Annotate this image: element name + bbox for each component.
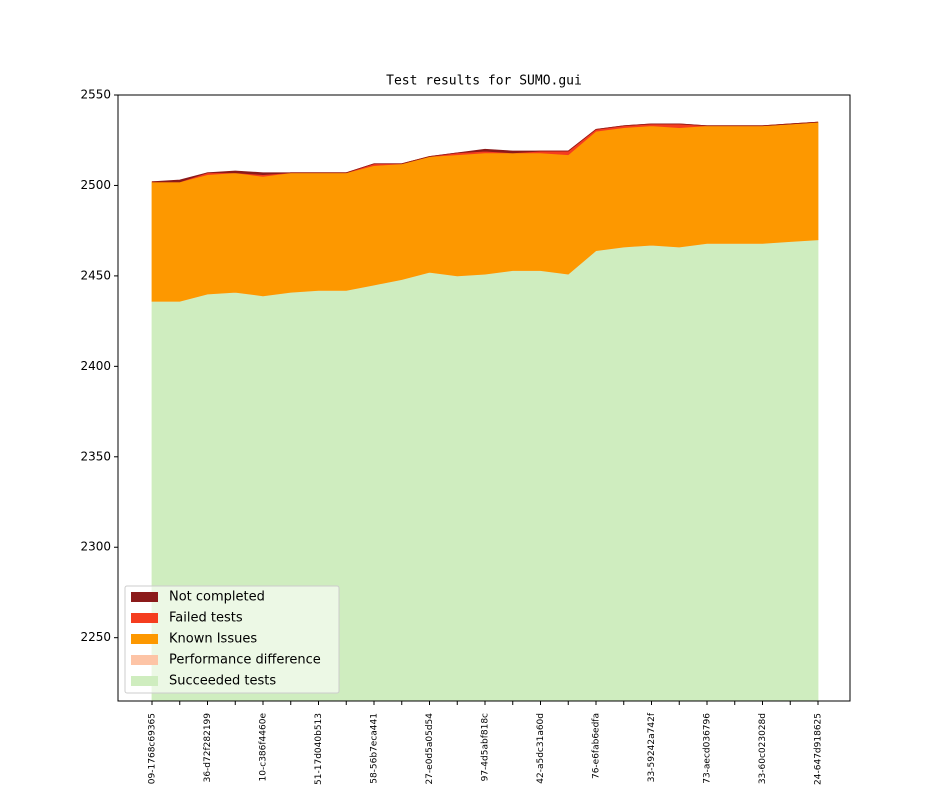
y-tick-label: 2550 [80,88,111,102]
x-tick-label: 33-60c023028d [758,713,768,784]
legend-swatch [131,676,158,686]
legend-swatch [131,655,158,665]
legend-label: Succeeded tests [169,674,276,689]
x-tick-label: 51-17d040b513 [314,713,324,785]
x-tick-label: 76-e6fab6edfa [592,713,602,779]
legend-swatch [131,634,158,644]
legend-label: Known Issues [169,632,257,647]
y-tick-label: 2500 [80,178,111,192]
y-tick-label: 2250 [80,630,111,644]
x-tick-label: 97-4d5abf818c [481,713,491,781]
legend-label: Performance difference [169,653,321,668]
plot-frame [117,94,851,702]
legend-swatch [131,592,158,602]
x-tick-label: 42-a5dc31a60d [536,713,546,784]
y-tick-label: 2450 [80,268,111,282]
x-tick-label: 73-aecd036796 [703,713,713,784]
legend-box [124,585,340,694]
legend-label: Not completed [169,590,265,605]
x-tick-label: 27-e0d5a05d54 [425,713,435,785]
y-tick-label: 2350 [80,449,111,463]
legend: Not completed Failed tests Known Issues Per… [124,585,340,694]
x-tick-label: 10-c386f4460e [259,713,269,782]
x-tick-label: 36-d72f282199 [203,713,213,783]
chart-title: Test results for SUMO.gui [386,74,582,89]
x-tick-label: 09-1768c69365 [148,713,158,784]
legend-swatch [131,613,158,623]
legend-label: Failed tests [169,611,243,626]
y-tick-label: 2400 [80,359,111,373]
x-tick-label: 24-647d918625 [814,713,824,785]
x-tick-label: 33-59242a742f [647,712,657,782]
y-tick-label: 2300 [80,540,111,554]
x-tick-label: 58-56b7eca441 [370,713,380,784]
